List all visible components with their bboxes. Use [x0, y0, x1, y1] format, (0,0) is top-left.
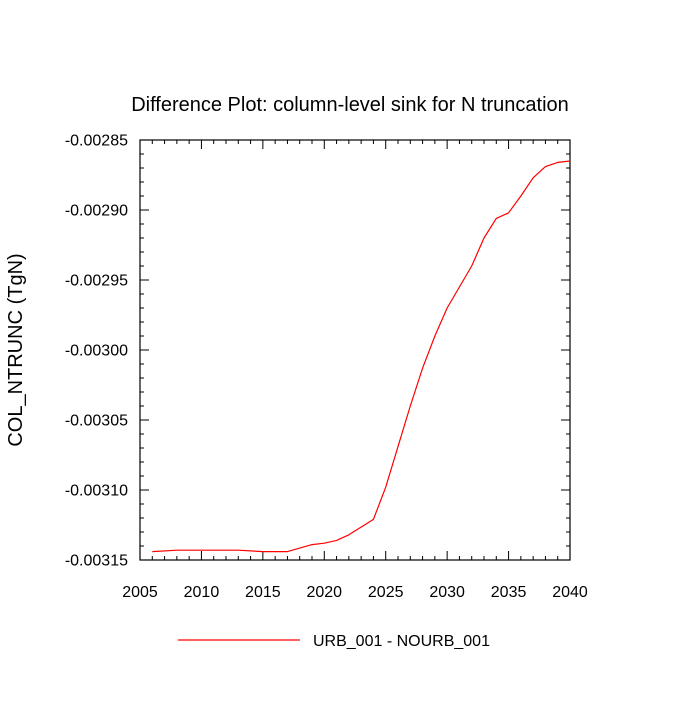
- x-tick-label: 2025: [368, 584, 404, 601]
- y-tick-label: -0.00305: [65, 413, 128, 430]
- y-tick-label: -0.00300: [65, 343, 128, 360]
- legend-label: URB_001 - NOURB_001: [313, 633, 490, 650]
- x-tick-label: 2010: [184, 584, 220, 601]
- x-tick-label: 2005: [122, 584, 158, 601]
- x-tick-label: 2030: [429, 584, 465, 601]
- x-tick-label: 2020: [306, 584, 342, 601]
- y-axis-ticks: -0.00315 -0.00310 -0.00305 -0.00300 -0.00295…: [65, 133, 570, 570]
- y-tick-label: -0.00295: [65, 273, 128, 290]
- series-line: [152, 160, 571, 553]
- y-axis-label: COL_NTRUNC (TgN): [5, 253, 27, 446]
- chart-title: Difference Plot: column-level sink for N…: [131, 94, 569, 116]
- x-tick-label: 2015: [245, 584, 281, 601]
- y-tick-label: -0.00310: [65, 483, 128, 500]
- y-tick-label: -0.00285: [65, 133, 128, 150]
- y-tick-label: -0.00315: [65, 553, 128, 570]
- legend: URB_001 - NOURB_001: [178, 633, 490, 650]
- plot-border: [139, 139, 571, 561]
- plot-frame: [139, 139, 571, 561]
- y-tick-label: -0.00290: [65, 203, 128, 220]
- x-axis-ticks: 2005 2010 2015 2020 2025 2030 2035 2040: [122, 140, 588, 601]
- x-tick-label: 2040: [552, 584, 588, 601]
- x-tick-label: 2035: [491, 584, 527, 601]
- series-layer: [152, 160, 571, 553]
